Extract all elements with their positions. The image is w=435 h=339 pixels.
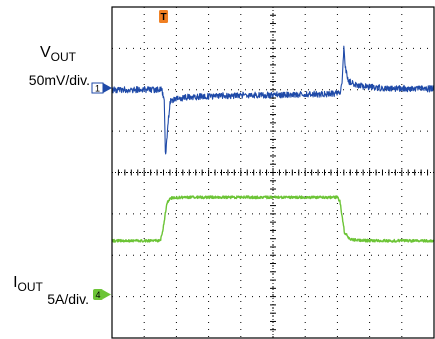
scope-grid (111, 6, 435, 339)
ch1-marker: 1 (91, 82, 112, 94)
ch4-label-main: I (13, 274, 17, 291)
ch1-marker-label: 1 (95, 84, 100, 94)
ch1-scale: 50mV/div. (29, 72, 90, 88)
trigger-marker: T (159, 10, 169, 23)
ch4-label-sub: OUT (18, 280, 44, 294)
ch4-marker: 4 (93, 289, 111, 300)
ch4-label: IOUT (13, 274, 43, 294)
ch4-marker-label: 4 (95, 290, 100, 300)
ch4-scale: 5A/div. (47, 291, 89, 307)
ch1-label-sub: OUT (51, 50, 77, 64)
ch4-trace (111, 195, 435, 243)
traces (111, 45, 435, 243)
ch1-label-main: V (40, 44, 51, 61)
ch1-trace (111, 45, 435, 155)
ch1-marker-arrow (103, 83, 112, 93)
trigger-marker-box (159, 10, 169, 23)
ch4-marker-arrow (103, 290, 111, 299)
plot-frame (111, 6, 435, 339)
trigger-marker-label: T (160, 12, 166, 23)
ch4-marker-box (93, 289, 103, 300)
ch1-label: VOUT (40, 44, 77, 64)
